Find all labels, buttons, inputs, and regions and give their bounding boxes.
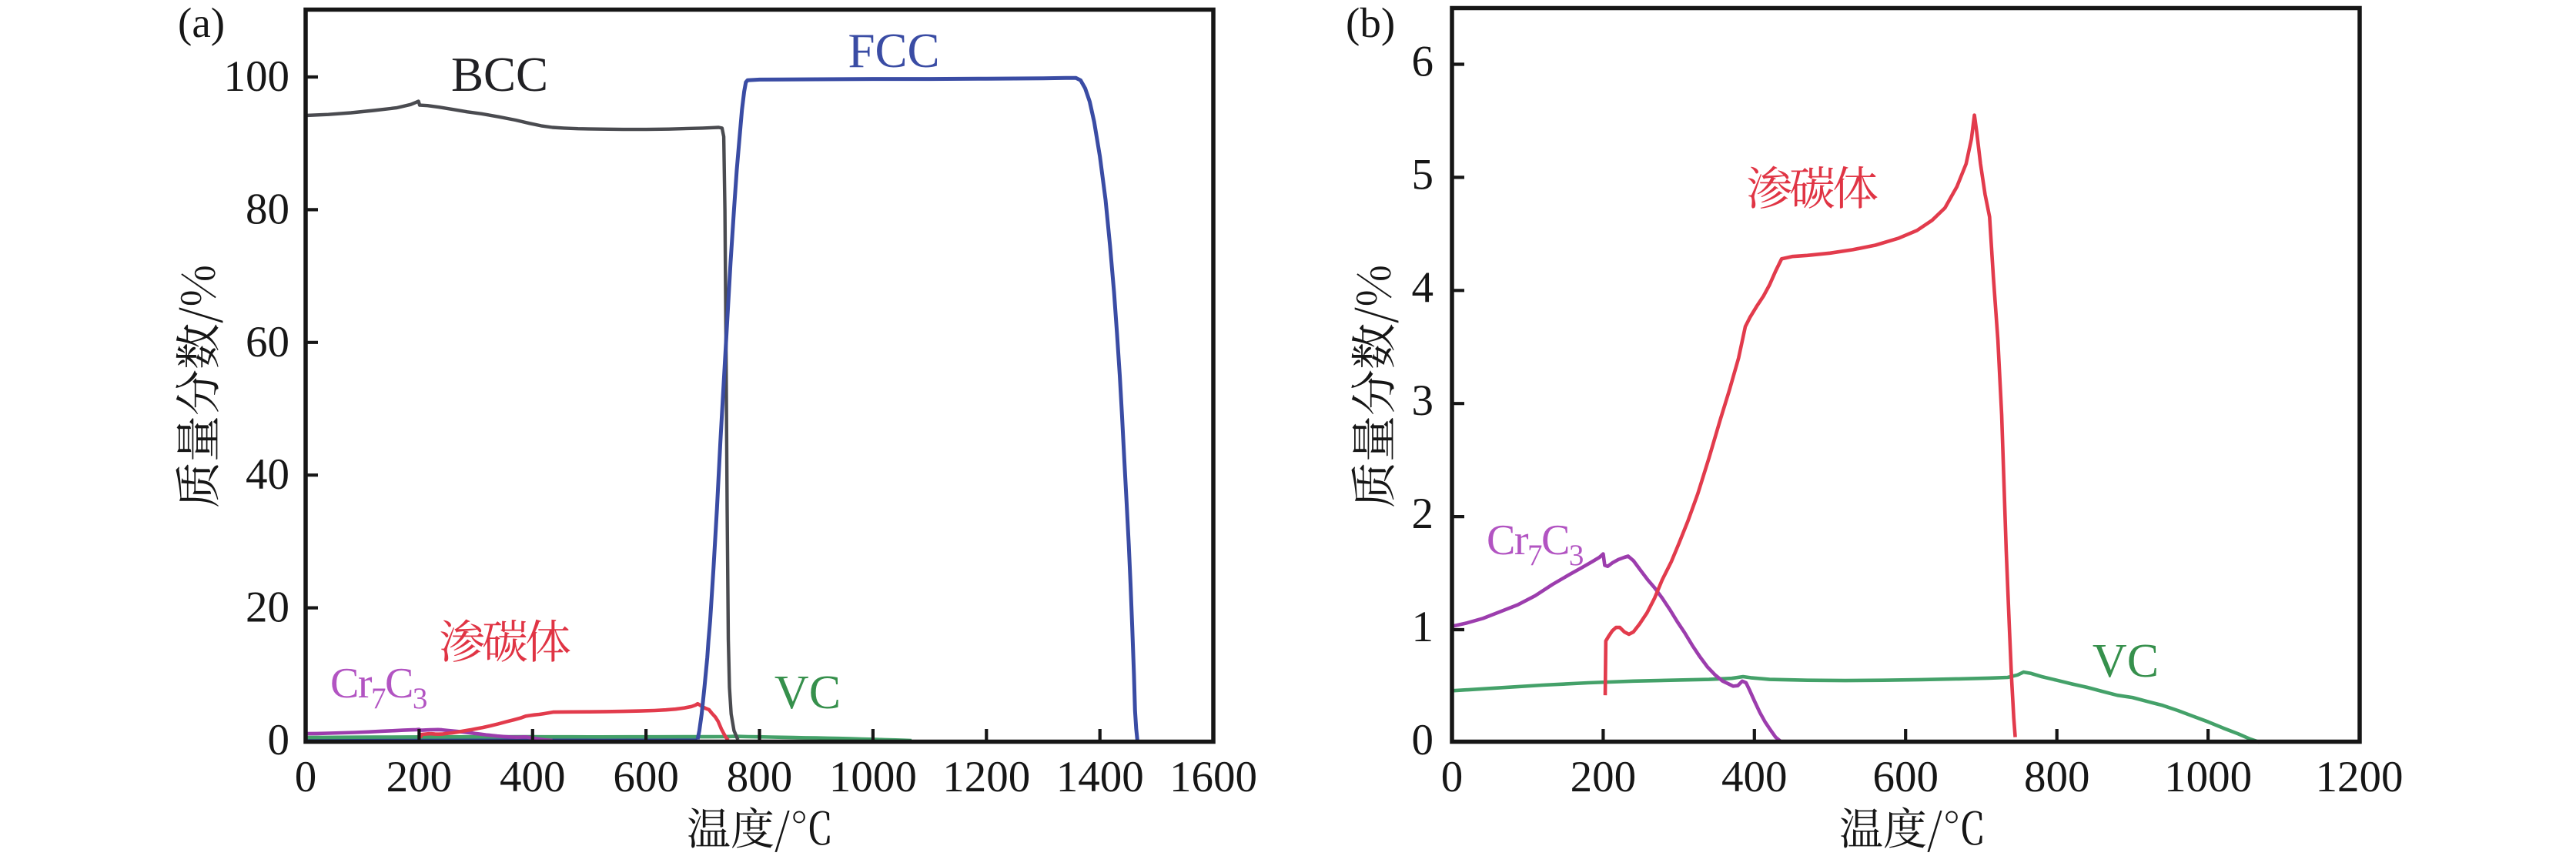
svg-text:600: 600 (1872, 753, 1939, 801)
svg-text:1000: 1000 (829, 753, 917, 801)
svg-text:800: 800 (727, 753, 793, 801)
svg-text:0: 0 (268, 716, 290, 764)
svg-text:800: 800 (2024, 753, 2090, 801)
svg-text:0: 0 (295, 753, 317, 801)
svg-text:1200: 1200 (942, 753, 1030, 801)
svg-text:200: 200 (386, 753, 453, 801)
svg-text:600: 600 (613, 753, 679, 801)
svg-text:4: 4 (1412, 263, 1434, 312)
svg-text:1: 1 (1412, 603, 1434, 651)
svg-text:40: 40 (246, 450, 289, 499)
svg-text:2: 2 (1412, 490, 1434, 538)
svg-text:BCC: BCC (451, 48, 548, 102)
svg-text:1400: 1400 (1056, 753, 1144, 801)
svg-text:200: 200 (1571, 753, 1637, 801)
svg-text:6: 6 (1412, 38, 1434, 86)
svg-text:1000: 1000 (2164, 753, 2252, 801)
svg-text:1600: 1600 (1169, 753, 1257, 801)
svg-text:(a): (a) (178, 0, 225, 46)
svg-text:100: 100 (224, 52, 290, 101)
svg-text:60: 60 (246, 318, 289, 366)
svg-text:3: 3 (1412, 376, 1434, 425)
svg-text:FCC: FCC (848, 24, 939, 78)
svg-text:80: 80 (246, 185, 289, 233)
svg-text:400: 400 (500, 753, 566, 801)
svg-text:0: 0 (1412, 716, 1434, 764)
svg-text:5: 5 (1412, 150, 1434, 199)
svg-text:20: 20 (246, 583, 289, 632)
svg-text:1200: 1200 (2316, 753, 2404, 801)
svg-text:0: 0 (1441, 753, 1464, 801)
svg-text:VC: VC (2093, 635, 2159, 687)
svg-text:(b): (b) (1346, 0, 1395, 46)
svg-text:VC: VC (774, 667, 841, 719)
svg-text:400: 400 (1721, 753, 1788, 801)
